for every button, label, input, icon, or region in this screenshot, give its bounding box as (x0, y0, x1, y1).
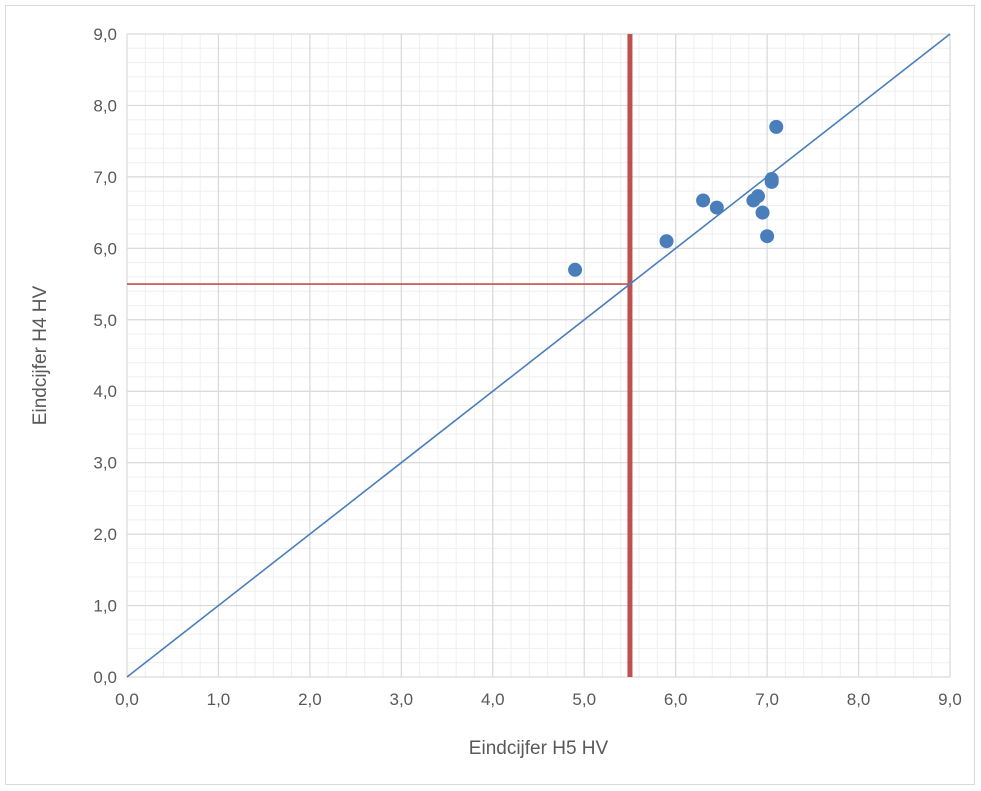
y-tick-label: 8,0 (93, 96, 117, 115)
y-tick-label: 5,0 (93, 311, 117, 330)
data-point (750, 189, 765, 204)
x-axis-title: Eindcijfer H5 HV (469, 738, 609, 759)
data-point (568, 262, 583, 277)
data-points (568, 119, 784, 277)
y-tick-label: 1,0 (93, 597, 117, 616)
y-tick-label: 2,0 (93, 525, 117, 544)
reference-lines (126, 33, 951, 678)
x-tick-label: 8,0 (847, 690, 871, 709)
diagonal-reference-line (126, 33, 951, 678)
chart-frame (5, 5, 975, 785)
x-tick-label: 0,0 (115, 690, 139, 709)
y-axis-title: Eindcijfer H4 HV (30, 285, 51, 425)
y-tick-label: 3,0 (93, 454, 117, 473)
data-point (764, 172, 779, 187)
y-tick-label: 9,0 (93, 25, 117, 44)
data-point (769, 119, 784, 134)
x-tick-label: 7,0 (755, 690, 779, 709)
y-axis-tick-labels: 0,0 1,0 2,0 3,0 4,0 5,0 6,0 7,0 8,0 9,0 (93, 25, 117, 687)
data-point (709, 200, 724, 215)
y-tick-label: 0,0 (93, 668, 117, 687)
x-tick-label: 3,0 (390, 690, 414, 709)
x-tick-label: 2,0 (298, 690, 322, 709)
data-point (755, 205, 770, 220)
y-tick-label: 6,0 (93, 239, 117, 258)
x-tick-label: 5,0 (572, 690, 596, 709)
major-gridlines (126, 33, 951, 678)
data-point (659, 234, 674, 249)
y-tick-label: 7,0 (93, 168, 117, 187)
y-tick-label: 4,0 (93, 382, 117, 401)
data-point (760, 229, 775, 244)
x-tick-label: 9,0 (938, 690, 962, 709)
data-point (696, 193, 711, 208)
minor-gridlines (126, 33, 951, 678)
x-tick-label: 4,0 (481, 690, 505, 709)
x-tick-label: 6,0 (664, 690, 688, 709)
x-tick-label: 1,0 (207, 690, 231, 709)
x-axis-tick-labels: 0,0 1,0 2,0 3,0 4,0 5,0 6,0 7,0 8,0 9,0 (115, 690, 962, 709)
